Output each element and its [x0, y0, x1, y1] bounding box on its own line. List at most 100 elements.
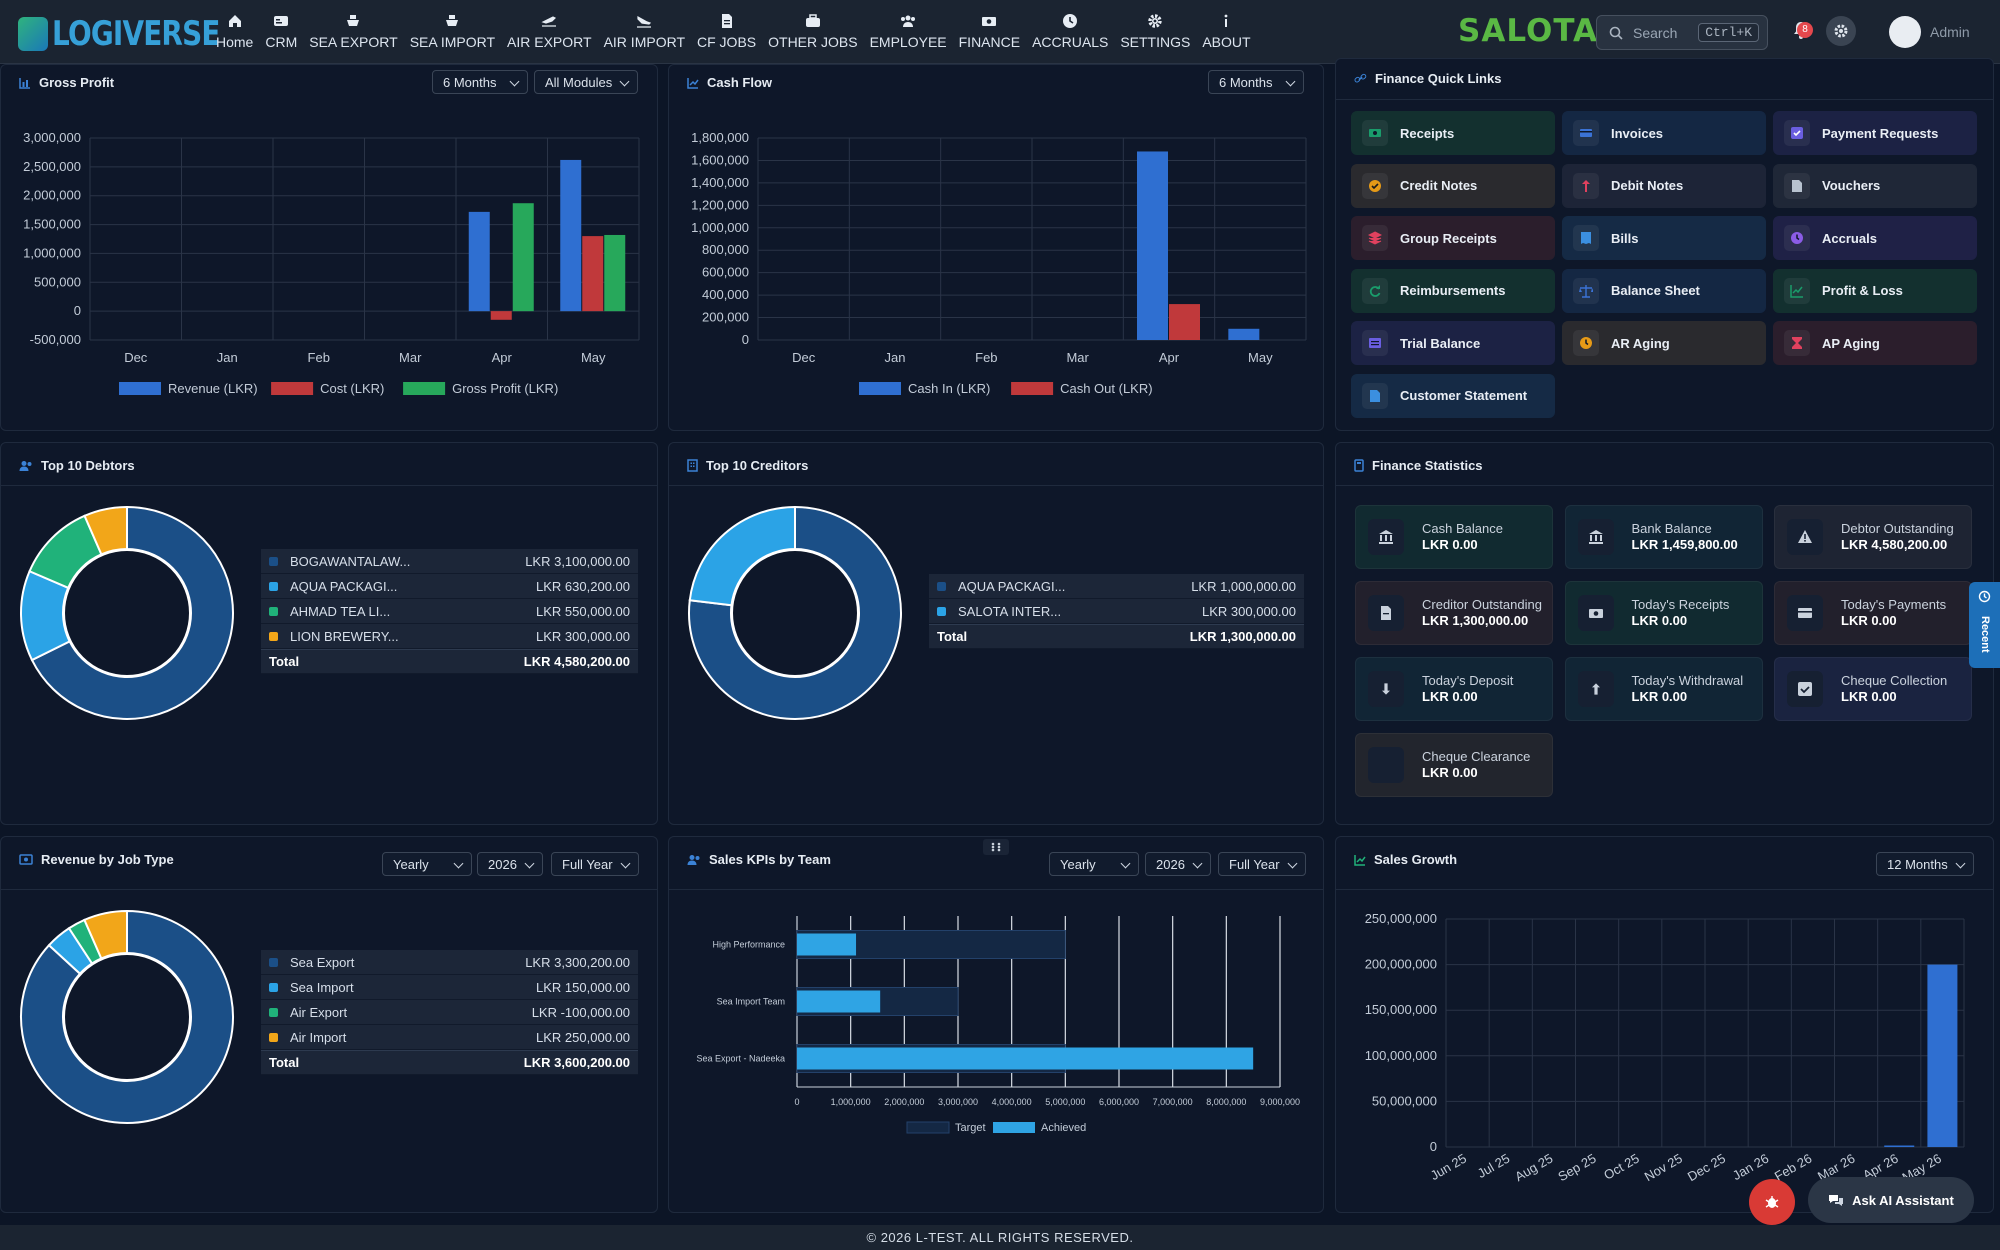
quick-link-group-receipts[interactable]: Group Receipts [1351, 216, 1555, 260]
nav-settings[interactable]: SETTINGS [1114, 10, 1196, 56]
users-icon [900, 13, 916, 29]
revenue-legend-row: Air Export LKR -100,000.00 [261, 1000, 638, 1025]
gross-profit-xtick-label: Apr [492, 350, 513, 365]
finance-quick-links-panel: Finance Quick Links Receipts Invoices Paym… [1335, 58, 1994, 431]
quick-link-trial-balance[interactable]: Trial Balance [1351, 321, 1555, 365]
nav-sea-export[interactable]: SEA EXPORT [303, 10, 403, 56]
sales-growth-xtick-label: Nov 25 [1642, 1151, 1685, 1185]
nav-air-import[interactable]: AIR IMPORT [598, 10, 691, 56]
nav-label: AIR EXPORT [507, 34, 592, 50]
cash-flow-ytick-label: 1,000,000 [691, 220, 749, 235]
divider [1, 889, 657, 890]
nav-label: AIR IMPORT [603, 34, 685, 50]
sales-growth-xtick-label: Jan 26 [1730, 1151, 1771, 1184]
ask-ai-assistant-button[interactable]: Ask AI Assistant [1808, 1177, 1974, 1223]
revenue-value: LKR -100,000.00 [531, 1004, 630, 1020]
bug-report-button[interactable] [1749, 1179, 1795, 1225]
stat-debtor-outstanding: Debtor Outstanding LKR 4,580,200.00 [1774, 505, 1972, 569]
quick-link-label: Trial Balance [1400, 335, 1481, 351]
revenue-legend-row: Air Import LKR 250,000.00 [261, 1025, 638, 1050]
revenue-year-select[interactable]: 2026 [477, 852, 543, 876]
nav-label: ACCRUALS [1032, 34, 1109, 50]
nav-air-export[interactable]: AIR EXPORT [501, 10, 598, 56]
quick-link-label: Debit Notes [1611, 178, 1684, 193]
nav-label: EMPLOYEE [869, 34, 947, 50]
cash-icon [1577, 595, 1614, 631]
nav-employee[interactable]: EMPLOYEE [864, 10, 953, 56]
recent-side-tab[interactable]: Recent [1969, 582, 2000, 668]
nav-cf-jobs[interactable]: CF JOBS [691, 10, 762, 56]
cash-flow-header: Cash Flow [687, 75, 772, 90]
stat-value: LKR 0.00 [1422, 689, 1478, 704]
gear-icon [1834, 24, 1848, 38]
quick-link-ar-aging[interactable]: AR Aging [1562, 321, 1766, 365]
nav-about[interactable]: ABOUT [1196, 10, 1256, 56]
creditors-name: SALOTA INTER... [958, 603, 1062, 619]
search-shortcut: Ctrl+K [1698, 23, 1759, 42]
debtors-title: Top 10 Debtors [41, 458, 135, 473]
quick-link-ap-aging[interactable]: AP Aging [1773, 321, 1977, 365]
sales-kpi-year-select[interactable]: 2026 [1145, 852, 1211, 876]
creditors-color-swatch [937, 581, 946, 591]
check-circle-icon [1362, 172, 1388, 199]
nav-home[interactable]: Home [210, 10, 259, 56]
user-avatar[interactable] [1889, 16, 1921, 48]
nav-sea-import[interactable]: SEA IMPORT [404, 10, 501, 56]
quick-link-invoices[interactable]: Invoices [1562, 111, 1766, 155]
debtors-name: BOGAWANTALAW... [290, 553, 411, 569]
sales-kpi-header: Sales KPIs by Team [687, 852, 831, 867]
sales-kpi-period-select[interactable]: Yearly [1049, 852, 1139, 876]
sales-growth-period-select[interactable]: 12 Months [1876, 852, 1974, 876]
stat-text: Today's Receipts LKR 0.00 [1632, 597, 1730, 629]
nav-accruals[interactable]: ACCRUALS [1026, 10, 1114, 56]
gross-profit-module-select[interactable]: All Modules [534, 70, 638, 94]
stat-cheque-clearance: Cheque Clearance LKR 0.00 [1355, 733, 1553, 797]
kpi-category-label: Sea Import Team [717, 997, 785, 1007]
quick-link-receipts[interactable]: Receipts [1351, 111, 1555, 155]
settings-gear-button[interactable] [1826, 16, 1856, 46]
quick-link-payment-requests[interactable]: Payment Requests [1773, 111, 1977, 155]
revenue-range-select[interactable]: Full Year [551, 852, 639, 876]
quick-link-debit-notes[interactable]: Debit Notes [1562, 163, 1766, 208]
sales-growth-panel: Sales Growth 12 Months 250,000,000 200,00… [1335, 836, 1994, 1213]
gross-profit-period-select[interactable]: 6 Months [432, 70, 528, 94]
global-search[interactable]: Search Ctrl+K [1596, 15, 1768, 50]
gross-profit-xtick-label: Dec [124, 350, 148, 365]
top-debtors-panel: Top 10 Debtors BOGAWANTALAW... LKR 3,100,… [0, 442, 658, 825]
quick-link-customer-statement[interactable]: Customer Statement [1351, 373, 1555, 418]
quick-link-bills[interactable]: Bills [1562, 216, 1766, 260]
sales-growth-title: Sales Growth [1374, 852, 1458, 867]
user-name[interactable]: Admin [1930, 24, 1970, 40]
sales-kpi-range-select[interactable]: Full Year [1218, 852, 1306, 876]
gross-profit-xtick-label: Mar [399, 350, 422, 365]
debtors-donut-hole [63, 549, 191, 677]
cash-flow-period-select[interactable]: 6 Months [1208, 70, 1304, 94]
drag-handle[interactable] [983, 839, 1009, 855]
debtors-legend-row: LION BREWERY... LKR 300,000.00 [261, 624, 638, 649]
gross-profit-legend-swatch [119, 382, 161, 395]
stat-today-s-receipts: Today's Receipts LKR 0.00 [1564, 581, 1763, 645]
quick-link-credit-notes[interactable]: Credit Notes [1351, 163, 1555, 208]
quick-link-balance-sheet[interactable]: Balance Sheet [1562, 268, 1766, 313]
kpi-legend-achieved-label: Achieved [1041, 1122, 1086, 1134]
stat-text: Bank Balance LKR 1,459,800.00 [1632, 521, 1738, 553]
document-icon [1362, 382, 1388, 409]
quick-link-label: Vouchers [1822, 178, 1881, 193]
revenue-period-select[interactable]: Yearly [382, 852, 472, 876]
nav-other-jobs[interactable]: OTHER JOBS [762, 10, 863, 56]
debtors-color-swatch [269, 581, 278, 591]
quick-link-vouchers[interactable]: Vouchers [1773, 163, 1977, 208]
nav-crm[interactable]: CRM [259, 10, 303, 56]
stat-label: Today's Deposit [1422, 673, 1514, 688]
money-icon [19, 854, 33, 865]
stat-value: LKR 0.00 [1422, 765, 1478, 780]
document-icon [719, 13, 735, 29]
sales-growth-header: Sales Growth [1354, 852, 1457, 867]
quick-link-reimbursements[interactable]: Reimbursements [1351, 268, 1555, 313]
stat-label: Today's Payments [1841, 597, 1947, 612]
quick-link-label: Credit Notes [1400, 178, 1478, 193]
quick-link-accruals[interactable]: Accruals [1773, 216, 1977, 260]
quick-link-profit-loss[interactable]: Profit & Loss [1773, 268, 1977, 313]
logiverse-logo[interactable]: LOGIVERSE [18, 14, 256, 54]
nav-finance[interactable]: FINANCE [953, 10, 1026, 56]
